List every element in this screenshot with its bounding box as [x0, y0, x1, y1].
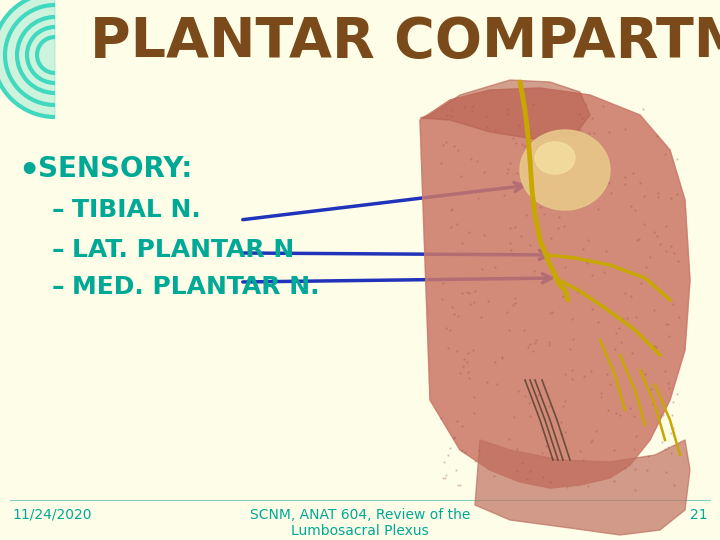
Ellipse shape — [535, 142, 575, 174]
Text: •: • — [18, 155, 40, 188]
Text: TIBIAL N.: TIBIAL N. — [72, 198, 201, 222]
Text: PLANTAR COMPARTMENT: PLANTAR COMPARTMENT — [90, 15, 720, 69]
Text: LAT. PLANTAR N: LAT. PLANTAR N — [72, 238, 294, 262]
Ellipse shape — [520, 130, 610, 210]
Polygon shape — [420, 80, 590, 140]
Text: –: – — [52, 275, 65, 299]
Text: –: – — [52, 238, 65, 262]
Text: 21: 21 — [690, 508, 708, 522]
Text: SENSORY:: SENSORY: — [38, 155, 192, 183]
Text: 11/24/2020: 11/24/2020 — [12, 508, 91, 522]
Polygon shape — [420, 88, 690, 488]
Text: –: – — [52, 198, 65, 222]
Polygon shape — [475, 440, 690, 535]
Polygon shape — [0, 0, 55, 117]
Text: MED. PLANTAR N.: MED. PLANTAR N. — [72, 275, 320, 299]
Polygon shape — [420, 88, 690, 488]
Text: SCNM, ANAT 604, Review of the
Lumbosacral Plexus: SCNM, ANAT 604, Review of the Lumbosacra… — [250, 508, 470, 538]
